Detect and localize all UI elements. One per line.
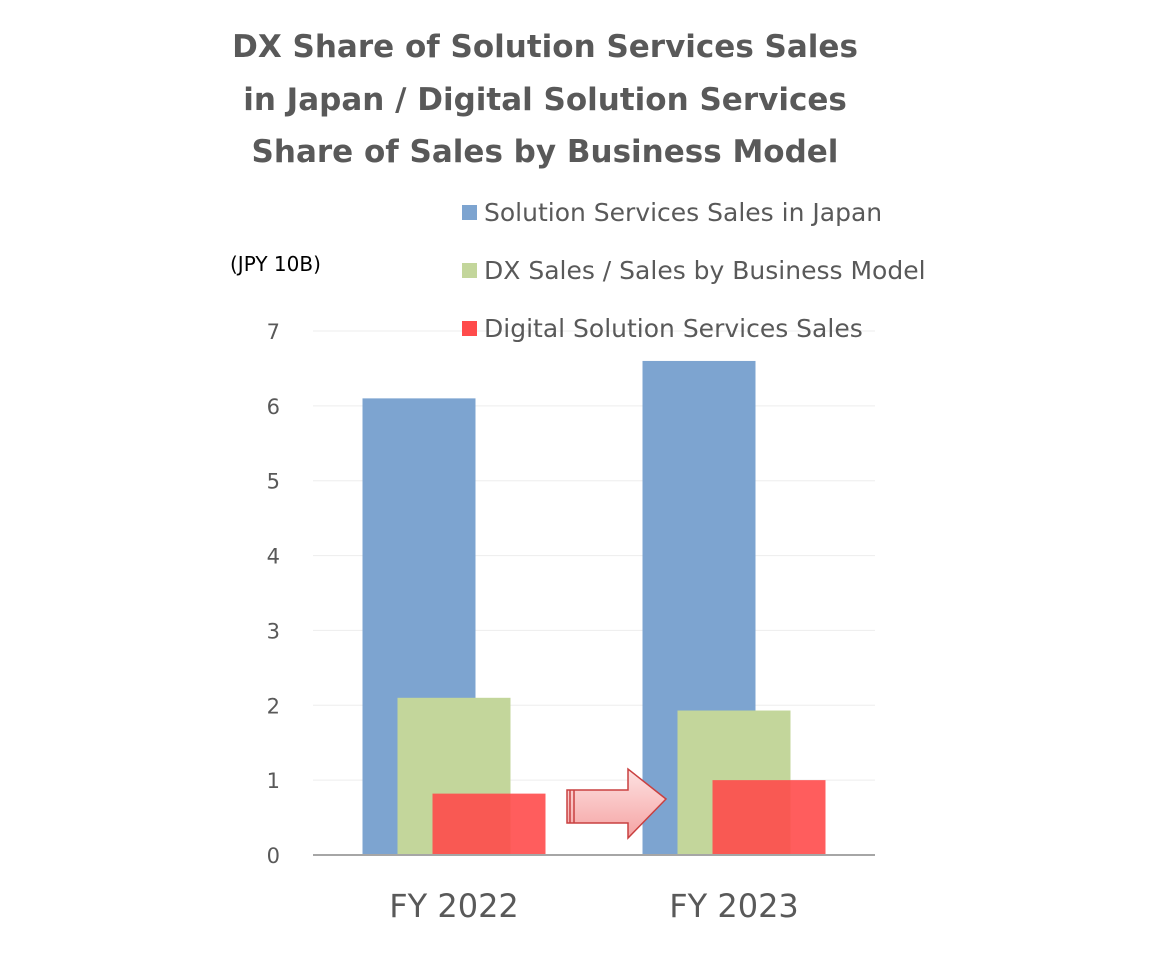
y-tick-label: 4 [267,545,280,569]
growth-arrow-shape [566,767,668,840]
legend-swatch-3 [462,321,477,336]
y-tick-label: 5 [267,470,280,494]
legend-swatch-1 [462,205,477,220]
legend-label-1: Solution Services Sales in Japan [484,198,882,227]
chart-title: DX Share of Solution Services Sales in J… [232,29,858,170]
y-tick-label: 6 [267,395,280,419]
growth-arrow [566,767,668,840]
x-axis-ticks: FY 2022 FY 2023 [389,887,799,925]
legend-label-2: DX Sales / Sales by Business Model [484,256,926,285]
bars [362,360,826,855]
y-axis-ticks: 0 1 2 3 4 5 6 7 [267,320,280,868]
bar-3-1 [432,793,546,855]
y-tick-label: 3 [267,619,280,643]
legend-label-3: Digital Solution Services Sales [484,314,863,343]
y-tick-label: 1 [267,769,280,793]
legend-swatch-2 [462,263,477,278]
x-tick-label: FY 2023 [669,887,799,925]
chart-title-line-2: in Japan / Digital Solution Services [243,82,847,118]
chart-title-line-1: DX Share of Solution Services Sales [232,29,858,65]
chart-title-line-3: Share of Sales by Business Model [252,134,839,170]
y-tick-label: 0 [267,844,280,868]
x-tick-label: FY 2022 [389,887,519,925]
y-tick-label: 2 [267,694,280,718]
unit-label: (JPY 10B) [230,252,321,276]
y-tick-label: 7 [267,320,280,344]
bar-3-2 [712,780,826,855]
legend: Solution Services Sales in Japan DX Sales… [462,198,926,343]
